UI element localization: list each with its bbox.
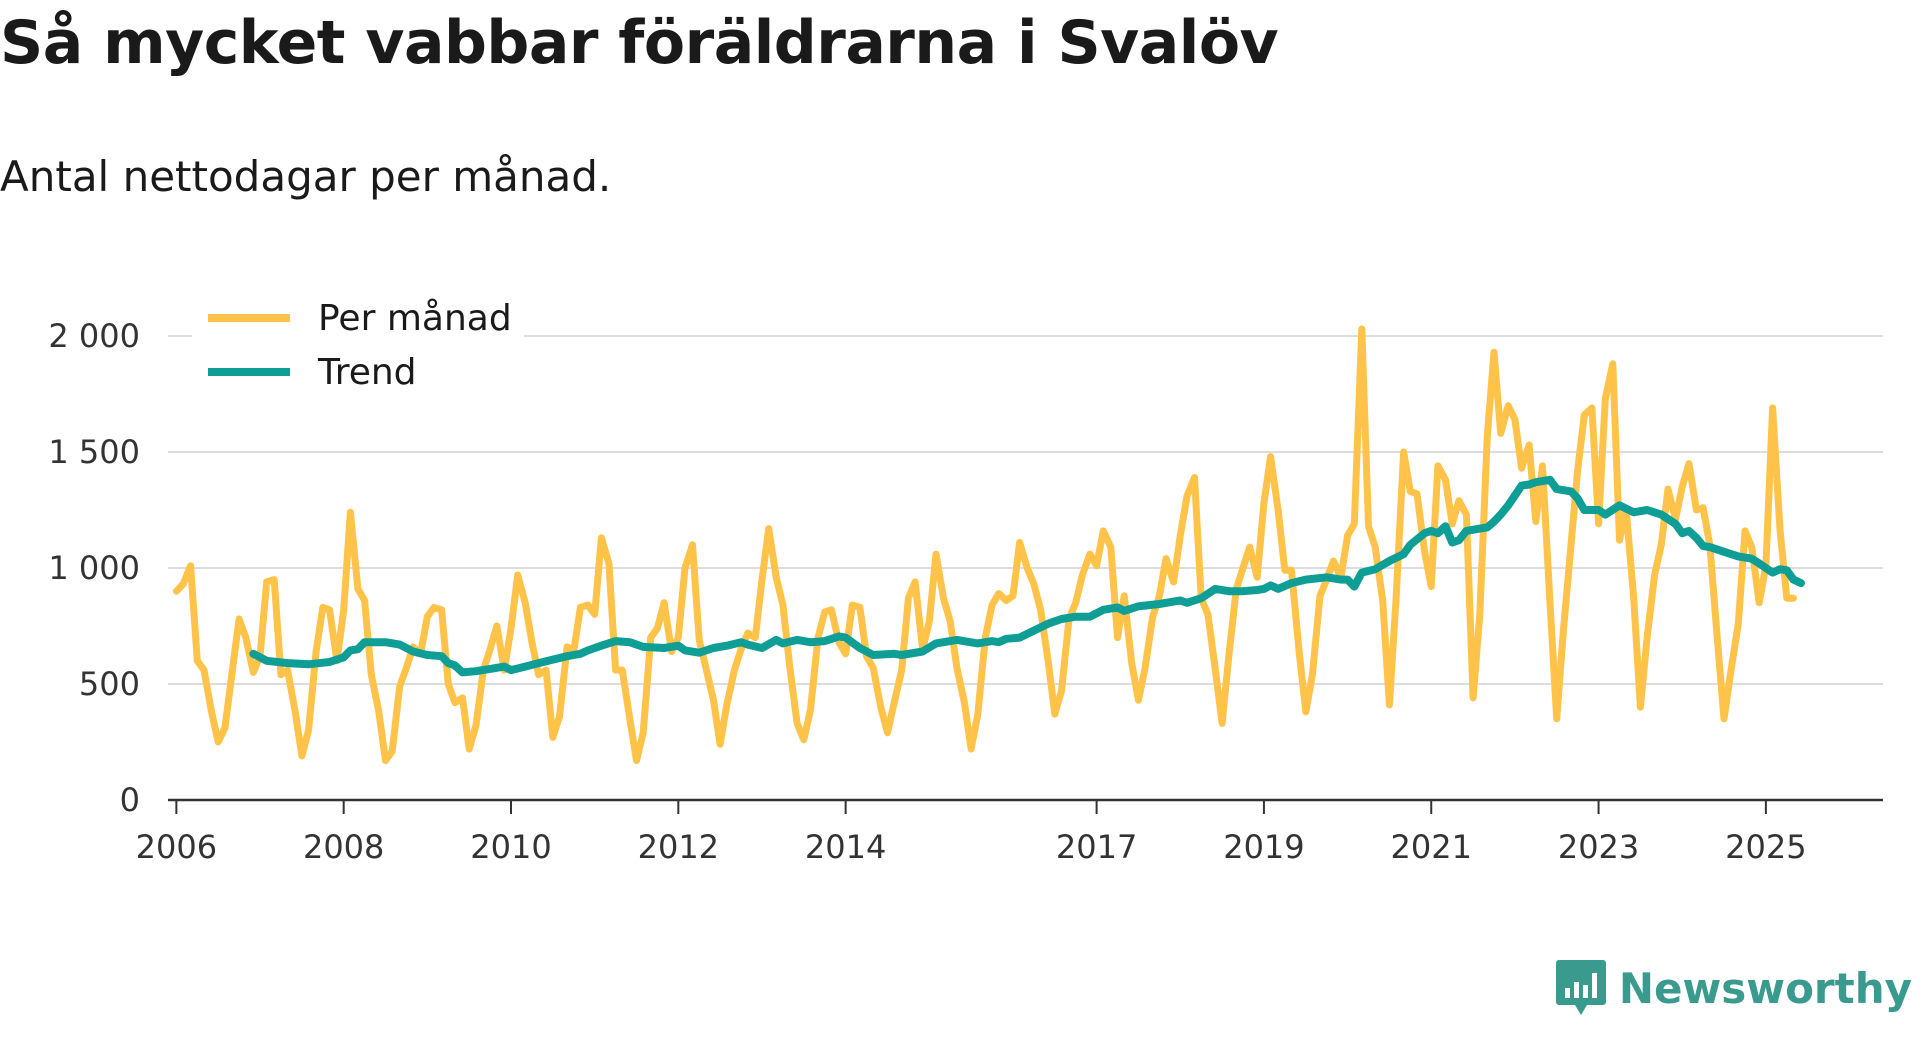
x-tick-label: 2021 <box>1391 828 1472 866</box>
newsworthy-brand[interactable]: Newsworthy <box>1555 958 1912 1018</box>
x-tick-label: 2025 <box>1725 828 1806 866</box>
legend-label-per-manad: Per månad <box>318 298 512 339</box>
newsworthy-brand-name: Newsworthy <box>1618 963 1912 1013</box>
series-line-trend <box>249 475 1805 677</box>
series-lines <box>172 325 1805 765</box>
x-tick-label: 2019 <box>1223 828 1304 866</box>
x-tick-label: 2010 <box>470 828 551 866</box>
y-axis-labels: 0 500 1 000 1 500 2 000 <box>48 317 140 819</box>
y-tick-label: 2 000 <box>48 317 140 355</box>
y-tick-label: 1 500 <box>48 433 140 471</box>
x-tick-label: 2006 <box>136 828 217 866</box>
legend-background <box>192 292 524 400</box>
x-tick-label: 2008 <box>303 828 384 866</box>
chart-subtitle: Antal nettodagar per månad. <box>0 152 612 201</box>
x-tick-label: 2012 <box>638 828 719 866</box>
legend-label-trend: Trend <box>317 352 417 393</box>
y-tick-label: 0 <box>120 781 140 819</box>
x-tick-label: 2017 <box>1056 828 1137 866</box>
newsworthy-logo-icon <box>1555 960 1606 1015</box>
y-tick-label: 1 000 <box>48 549 140 587</box>
x-tick-label: 2023 <box>1558 828 1639 866</box>
x-tick-label: 2014 <box>805 828 886 866</box>
y-tick-label: 500 <box>79 665 140 703</box>
chart-title: Så mycket vabbar föräldrarna i Svalöv <box>0 8 1279 78</box>
x-axis: 2006 2008 2010 2012 2014 2017 2019 2021 2023 2025 <box>136 798 1883 866</box>
legend: Per månad Trend <box>192 292 524 400</box>
